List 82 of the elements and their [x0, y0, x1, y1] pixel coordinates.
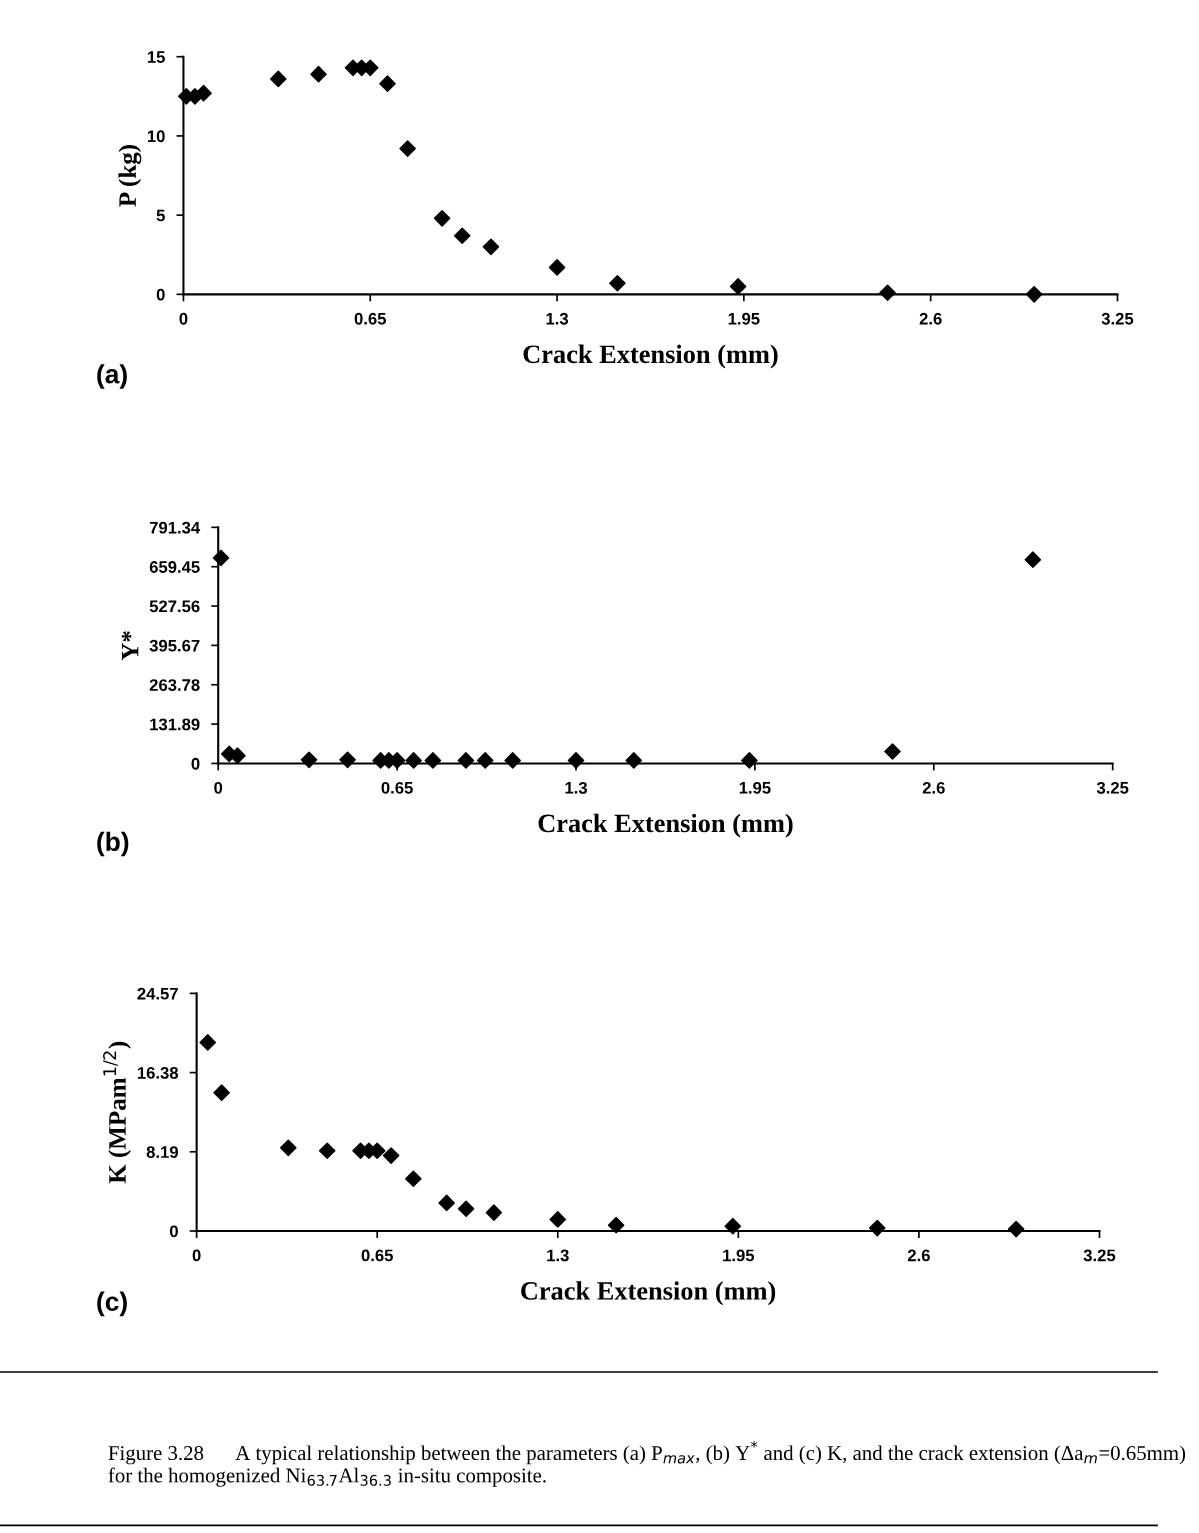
point	[625, 752, 643, 769]
point	[504, 752, 522, 769]
y-tick-label: 24.57	[137, 987, 178, 1000]
y-tick-label: 527.56	[149, 600, 200, 613]
y-tick-label: 791.34	[149, 521, 201, 534]
x-axis-title: Crack Extension (mm)	[521, 1281, 776, 1306]
text: (a)	[97, 364, 127, 389]
y-tick-label: 0	[156, 288, 165, 301]
point	[741, 752, 758, 769]
y-tick-label: 0	[191, 757, 200, 770]
y-tick-label: 131.89	[150, 718, 200, 731]
y-tick-label: 16.38	[137, 1066, 179, 1079]
y-axis-title: P (kg)	[118, 145, 142, 207]
point	[868, 1219, 886, 1237]
point	[438, 1194, 455, 1212]
point	[433, 209, 451, 227]
x-tick-label: 0	[179, 312, 188, 325]
y-tick-label: 10	[147, 130, 165, 143]
point	[213, 1084, 230, 1102]
point	[549, 1211, 567, 1228]
point	[485, 1204, 503, 1221]
x-tick-label: 0.65	[361, 1249, 393, 1262]
point	[724, 1217, 742, 1235]
x-tick-label: 0.65	[381, 781, 413, 794]
point	[884, 743, 901, 760]
point	[457, 1200, 475, 1218]
point	[199, 1034, 217, 1051]
point	[879, 284, 896, 302]
y-tick-label: 15	[147, 51, 165, 63]
y-axis-title: K (MPam$^{1/2}$)	[103, 1041, 131, 1184]
y-tick-label: 0	[169, 1225, 178, 1238]
x-tick-label: 3.25	[1096, 781, 1129, 794]
y-tick-label: 263.78	[149, 679, 200, 691]
x-axis-title: Crack Extension (mm)	[538, 813, 793, 838]
point	[1024, 551, 1042, 568]
point	[424, 752, 442, 769]
point	[310, 65, 327, 83]
y-tick-label: 8.19	[146, 1146, 178, 1158]
point	[405, 1170, 422, 1188]
y-tick-label: 5	[156, 209, 165, 222]
point	[476, 752, 494, 769]
point	[269, 70, 287, 88]
x-tick-label: 0.65	[354, 312, 387, 325]
point	[1007, 1220, 1025, 1238]
point	[300, 751, 318, 769]
x-tick-label: 1.3	[565, 781, 587, 794]
x-tick-label: 1.3	[546, 312, 569, 325]
text: (b)	[97, 831, 129, 857]
point	[567, 752, 585, 769]
y-axis-title: Y*	[121, 631, 139, 661]
point	[548, 259, 566, 276]
x-tick-label: 3.25	[1083, 1249, 1116, 1262]
point	[729, 278, 747, 295]
point	[405, 752, 422, 769]
point	[382, 1147, 400, 1164]
y-tick-label: 395.67	[149, 639, 200, 652]
point	[457, 752, 475, 769]
point	[1025, 286, 1043, 303]
x-tick-label: 2.6	[919, 312, 942, 325]
x-tick-label: 1.95	[723, 1249, 755, 1262]
x-tick-label: 2.6	[907, 1249, 930, 1262]
x-tick-label: 1.95	[728, 312, 760, 325]
point	[379, 75, 396, 92]
x-tick-label: 1.3	[547, 1249, 569, 1262]
point	[399, 140, 416, 157]
x-tick-label: 1.95	[739, 781, 771, 794]
point	[195, 84, 212, 102]
text: Figure 3.28 A typical relationship between the parameters (a) P$_{max}$, (b) Y$^{*}$ and (c) K, and the crack extension (Δa$_{m}$=0.65mm) for the homogenized Ni$_{63.7}$Al$_{36.3}$ in-situ composite.	[108, 1441, 1186, 1487]
x-tick-label: 0	[214, 781, 223, 794]
point	[609, 274, 626, 292]
point	[482, 238, 500, 256]
y-tick-label: 659.45	[149, 561, 200, 573]
x-axis-title: Crack Extension (mm)	[523, 344, 778, 369]
point	[453, 227, 471, 245]
text: (c)	[97, 1291, 127, 1317]
point	[607, 1216, 625, 1234]
point	[339, 751, 356, 769]
point	[318, 1142, 336, 1160]
point	[280, 1139, 297, 1157]
x-tick-label: 3.25	[1101, 312, 1134, 325]
x-tick-label: 2.6	[922, 781, 945, 794]
point	[212, 549, 230, 567]
